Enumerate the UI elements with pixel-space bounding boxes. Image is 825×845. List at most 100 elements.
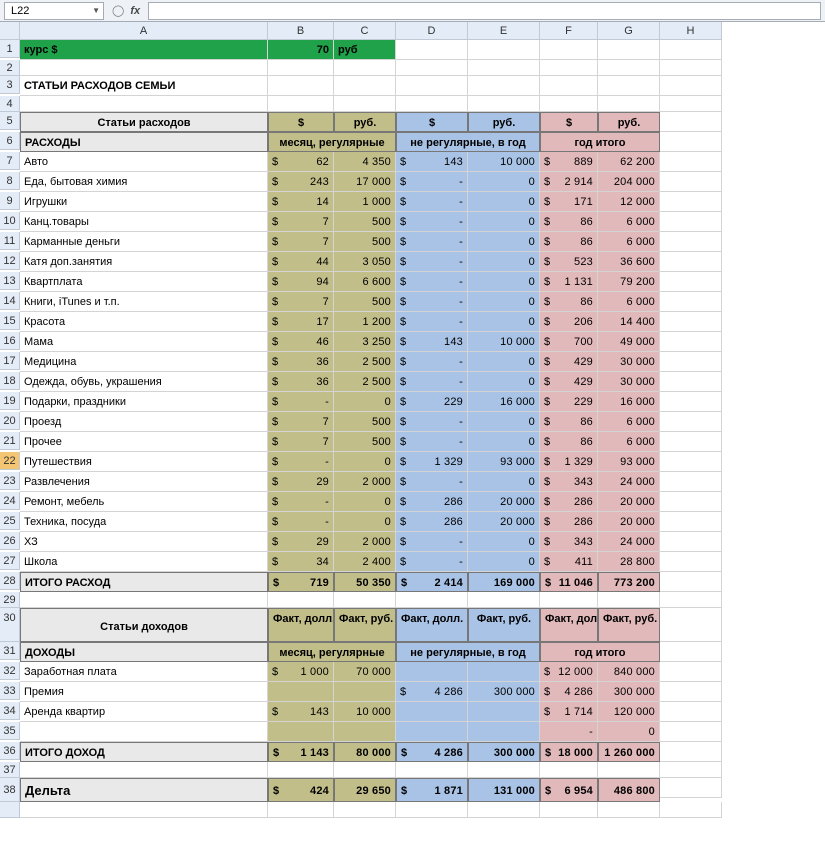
- cell[interactable]: 93 000: [598, 452, 660, 472]
- cell[interactable]: [334, 682, 396, 702]
- cell[interactable]: [468, 662, 540, 682]
- cell-F5[interactable]: $: [540, 112, 598, 132]
- col-E[interactable]: E: [468, 22, 540, 40]
- cell[interactable]: 523: [540, 252, 598, 272]
- cell-B1[interactable]: 70: [268, 40, 334, 60]
- row-header[interactable]: 27: [0, 552, 20, 570]
- cell[interactable]: Прочее: [20, 432, 268, 452]
- cell[interactable]: [334, 722, 396, 742]
- cell[interactable]: 14: [268, 192, 334, 212]
- cell[interactable]: 286: [396, 512, 468, 532]
- row-header[interactable]: 14: [0, 292, 20, 310]
- cell-B30[interactable]: Факт, долл.: [268, 608, 334, 642]
- cell[interactable]: 1 329: [396, 452, 468, 472]
- cell[interactable]: 429: [540, 372, 598, 392]
- cell[interactable]: ХЗ: [20, 532, 268, 552]
- cell[interactable]: Заработная плата: [20, 662, 268, 682]
- row-header[interactable]: 35: [0, 722, 20, 740]
- col-D[interactable]: D: [396, 22, 468, 40]
- cell[interactable]: 343: [540, 532, 598, 552]
- cell[interactable]: [660, 682, 722, 702]
- cell[interactable]: $-: [396, 352, 468, 372]
- cell[interactable]: [660, 432, 722, 452]
- cell[interactable]: 6 000: [598, 232, 660, 252]
- cell[interactable]: [20, 722, 268, 742]
- cell-G28[interactable]: 773 200: [598, 572, 660, 592]
- cell-F38[interactable]: 6 954: [540, 778, 598, 802]
- cell[interactable]: 17 000: [334, 172, 396, 192]
- cell[interactable]: 0: [468, 212, 540, 232]
- cell-C5[interactable]: руб.: [334, 112, 396, 132]
- cell[interactable]: 36: [268, 372, 334, 392]
- cell[interactable]: Еда, бытовая химия: [20, 172, 268, 192]
- cell[interactable]: 62: [268, 152, 334, 172]
- cell[interactable]: Путешествия: [20, 452, 268, 472]
- col-A[interactable]: A: [20, 22, 268, 40]
- cell[interactable]: 0: [334, 392, 396, 412]
- cell[interactable]: 20 000: [468, 512, 540, 532]
- cell[interactable]: 0: [598, 722, 660, 742]
- cell[interactable]: 20 000: [598, 512, 660, 532]
- cell[interactable]: 1 131: [540, 272, 598, 292]
- cell[interactable]: [660, 722, 722, 742]
- row-header[interactable]: 28: [0, 572, 20, 590]
- cell[interactable]: [396, 702, 468, 722]
- cell[interactable]: Авто: [20, 152, 268, 172]
- cell[interactable]: Канц.товары: [20, 212, 268, 232]
- cell[interactable]: Катя доп.занятия: [20, 252, 268, 272]
- cell[interactable]: [268, 722, 334, 742]
- cell[interactable]: [660, 412, 722, 432]
- cell[interactable]: 0: [468, 272, 540, 292]
- cell[interactable]: 16 000: [468, 392, 540, 412]
- cell[interactable]: $-: [268, 512, 334, 532]
- row-header[interactable]: 32: [0, 662, 20, 680]
- cell[interactable]: Одежда, обувь, украшения: [20, 372, 268, 392]
- cell[interactable]: $-: [268, 392, 334, 412]
- cell[interactable]: [660, 212, 722, 232]
- cell[interactable]: [268, 682, 334, 702]
- cell[interactable]: 6 000: [598, 432, 660, 452]
- cell[interactable]: 1 000: [334, 192, 396, 212]
- cell[interactable]: 20 000: [598, 492, 660, 512]
- cell[interactable]: [660, 40, 722, 60]
- cell[interactable]: $-: [268, 452, 334, 472]
- cell[interactable]: 4 286: [396, 682, 468, 702]
- cell-A6[interactable]: РАСХОДЫ: [20, 132, 268, 152]
- cell[interactable]: 86: [540, 212, 598, 232]
- cell-G30[interactable]: Факт, руб.: [598, 608, 660, 642]
- cell-A31[interactable]: ДОХОДЫ: [20, 642, 268, 662]
- cell[interactable]: $-: [396, 212, 468, 232]
- cell[interactable]: 12 000: [540, 662, 598, 682]
- cell[interactable]: 6 000: [598, 412, 660, 432]
- cell[interactable]: Проезд: [20, 412, 268, 432]
- cell[interactable]: 12 000: [598, 192, 660, 212]
- cell[interactable]: 286: [396, 492, 468, 512]
- cell[interactable]: 7: [268, 412, 334, 432]
- cell[interactable]: $-: [396, 172, 468, 192]
- cell[interactable]: [396, 662, 468, 682]
- row-header[interactable]: 8: [0, 172, 20, 190]
- row-header[interactable]: 17: [0, 352, 20, 370]
- cell[interactable]: 1 000: [268, 662, 334, 682]
- cell[interactable]: [660, 192, 722, 212]
- cell-C1[interactable]: руб: [334, 40, 396, 60]
- cell[interactable]: Премия: [20, 682, 268, 702]
- cell[interactable]: 16 000: [598, 392, 660, 412]
- cell[interactable]: 300 000: [468, 682, 540, 702]
- row-header[interactable]: 2: [0, 60, 20, 76]
- cell[interactable]: [660, 332, 722, 352]
- cell[interactable]: $-: [396, 252, 468, 272]
- row-header[interactable]: 7: [0, 152, 20, 170]
- row-header[interactable]: 3: [0, 76, 20, 94]
- cell-F36[interactable]: 18 000: [540, 742, 598, 762]
- cell[interactable]: 0: [468, 312, 540, 332]
- cell[interactable]: 4 350: [334, 152, 396, 172]
- row-header[interactable]: 21: [0, 432, 20, 450]
- cell[interactable]: 120 000: [598, 702, 660, 722]
- cell[interactable]: $-: [396, 372, 468, 392]
- cell[interactable]: 143: [396, 152, 468, 172]
- cell[interactable]: 286: [540, 512, 598, 532]
- cell[interactable]: [660, 702, 722, 722]
- row-header[interactable]: 19: [0, 392, 20, 410]
- cell[interactable]: 204 000: [598, 172, 660, 192]
